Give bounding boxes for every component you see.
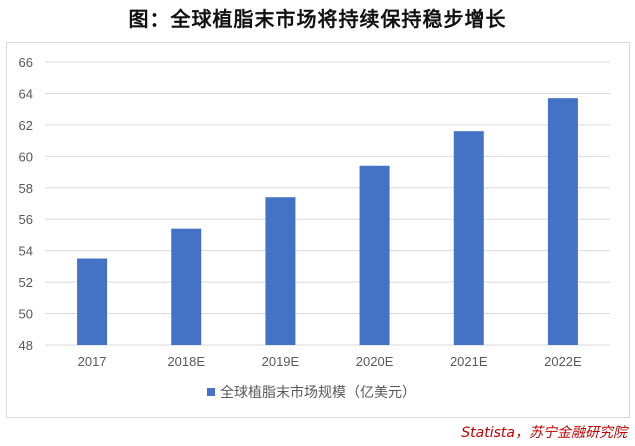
y-tick-label: 54 bbox=[19, 244, 33, 259]
bar bbox=[77, 258, 108, 345]
x-tick-label: 2018E bbox=[167, 354, 205, 369]
bar bbox=[547, 98, 578, 346]
legend-label: 全球植脂末市场规模（亿美元） bbox=[220, 384, 416, 401]
y-tick-label: 60 bbox=[19, 149, 33, 164]
y-tick-label: 66 bbox=[19, 55, 33, 70]
y-tick-label: 56 bbox=[19, 212, 33, 227]
y-tick-label: 52 bbox=[19, 275, 33, 290]
y-tick-label: 48 bbox=[19, 338, 33, 353]
legend-swatch bbox=[207, 388, 215, 396]
x-tick-label: 2017 bbox=[78, 354, 107, 369]
x-tick-label: 2019E bbox=[262, 354, 300, 369]
x-tick-label: 2020E bbox=[356, 354, 394, 369]
y-tick-label: 50 bbox=[19, 307, 33, 322]
x-tick-label: 2022E bbox=[544, 354, 582, 369]
bar bbox=[171, 228, 202, 345]
bar bbox=[453, 131, 484, 345]
x-tick-label: 2021E bbox=[450, 354, 488, 369]
chart-title: 图：全球植脂末市场将持续保持稳步增长 bbox=[128, 7, 507, 31]
chart-frame bbox=[6, 42, 630, 418]
source-note: Statista，苏宁金融研究院 bbox=[461, 425, 627, 441]
y-tick-label: 58 bbox=[19, 181, 33, 196]
y-tick-label: 62 bbox=[19, 118, 33, 133]
bar bbox=[265, 197, 296, 345]
y-tick-label: 64 bbox=[19, 86, 33, 101]
bar bbox=[359, 165, 390, 345]
